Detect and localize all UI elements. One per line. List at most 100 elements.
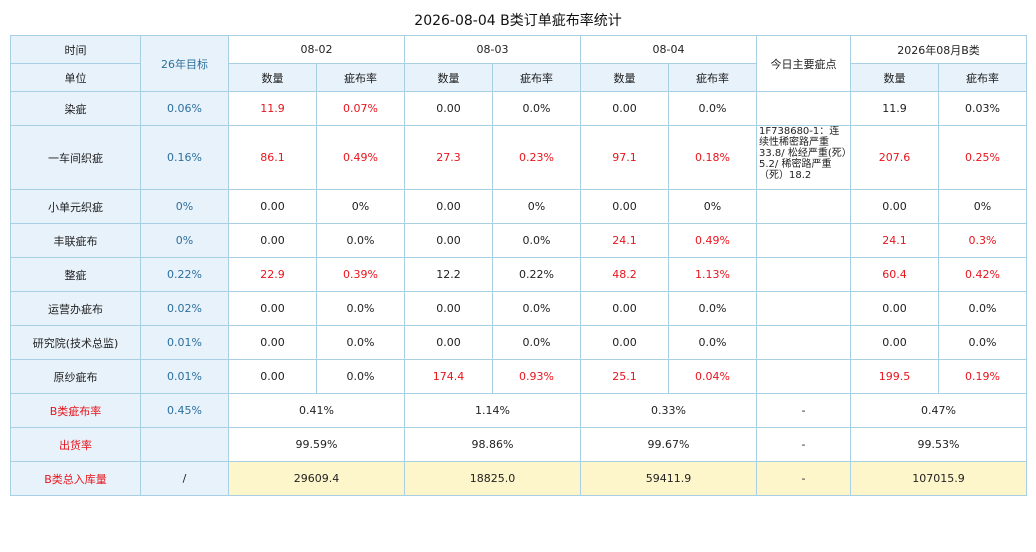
summary-month: 99.53% xyxy=(850,427,1027,462)
table-row: 染疵 0.06% 11.9 0.07% 0.00 0.0% 0.00 0.0% … xyxy=(10,91,1027,126)
cell-rate: 0.0% xyxy=(316,223,405,258)
cell-rate: 0.07% xyxy=(316,91,405,126)
row-label: 小单元织疵 xyxy=(10,189,141,224)
header-rate-2: 疵布率 xyxy=(492,63,581,92)
cell-qty: 0.00 xyxy=(228,223,317,258)
cell-rate: 0.0% xyxy=(668,291,757,326)
cell-qty: 12.2 xyxy=(404,257,493,292)
cell-qty: 0.00 xyxy=(580,189,669,224)
cell-month-qty: 0.00 xyxy=(850,325,939,360)
cell-qty: 25.1 xyxy=(580,359,669,394)
summary-label: B类疵布率 xyxy=(10,393,141,428)
cell-qty: 0.00 xyxy=(228,291,317,326)
cell-note xyxy=(756,291,851,326)
header-row-units: 单位 数量 疵布率 数量 疵布率 数量 疵布率 数量 疵布率 xyxy=(10,63,1027,92)
cell-month-qty: 199.5 xyxy=(850,359,939,394)
header-rate-month: 疵布率 xyxy=(938,63,1027,92)
summary-note: - xyxy=(756,427,851,462)
cell-rate: 0% xyxy=(316,189,405,224)
header-unit: 单位 xyxy=(10,63,141,92)
header-date-3: 08-04 xyxy=(580,35,757,64)
summary-row-total-inbound: B类总入库量 / 29609.4 18825.0 59411.9 - 10701… xyxy=(10,461,1027,496)
cell-qty: 0.00 xyxy=(580,325,669,360)
header-main-defect: 今日主要疵点 xyxy=(756,35,851,92)
table-row: 研究院(技术总监) 0.01% 0.00 0.0% 0.00 0.0% 0.00… xyxy=(10,325,1027,360)
cell-qty: 0.00 xyxy=(404,291,493,326)
summary-month: 107015.9 xyxy=(850,461,1027,496)
cell-qty: 0.00 xyxy=(580,91,669,126)
cell-qty: 22.9 xyxy=(228,257,317,292)
cell-rate: 0.23% xyxy=(492,125,581,190)
cell-month-rate: 0.0% xyxy=(938,325,1027,360)
header-row-dates: 时间 26年目标 08-02 08-03 08-04 今日主要疵点 2026年0… xyxy=(10,35,1027,92)
cell-qty: 174.4 xyxy=(404,359,493,394)
cell-month-qty: 207.6 xyxy=(850,125,939,190)
summary-date-2: 98.86% xyxy=(404,427,581,462)
cell-month-rate: 0.25% xyxy=(938,125,1027,190)
row-label: 原纱疵布 xyxy=(10,359,141,394)
row-target: 0% xyxy=(140,223,229,258)
summary-date-3: 0.33% xyxy=(580,393,757,428)
header-qty-1: 数量 xyxy=(228,63,317,92)
summary-row-defect-rate: B类疵布率 0.45% 0.41% 1.14% 0.33% - 0.47% xyxy=(10,393,1027,428)
table-row: 丰联疵布 0% 0.00 0.0% 0.00 0.0% 24.1 0.49% 2… xyxy=(10,223,1027,258)
row-label: 运营办疵布 xyxy=(10,291,141,326)
row-target: 0.01% xyxy=(140,359,229,394)
summary-date-2: 18825.0 xyxy=(404,461,581,496)
summary-row-shipment-rate: 出货率 99.59% 98.86% 99.67% - 99.53% xyxy=(10,427,1027,462)
cell-month-rate: 0.0% xyxy=(938,291,1027,326)
cell-month-qty: 0.00 xyxy=(850,291,939,326)
table-row: 原纱疵布 0.01% 0.00 0.0% 174.4 0.93% 25.1 0.… xyxy=(10,359,1027,394)
cell-rate: 0.49% xyxy=(316,125,405,190)
cell-qty: 86.1 xyxy=(228,125,317,190)
table-row: 小单元织疵 0% 0.00 0% 0.00 0% 0.00 0% 0.00 0% xyxy=(10,189,1027,224)
cell-month-rate: 0.42% xyxy=(938,257,1027,292)
defect-rate-table: 时间 26年目标 08-02 08-03 08-04 今日主要疵点 2026年0… xyxy=(10,35,1027,496)
cell-qty: 97.1 xyxy=(580,125,669,190)
cell-note xyxy=(756,359,851,394)
cell-month-qty: 24.1 xyxy=(850,223,939,258)
row-label: 染疵 xyxy=(10,91,141,126)
cell-rate: 0.0% xyxy=(492,291,581,326)
summary-target xyxy=(140,427,229,462)
cell-rate: 0.0% xyxy=(492,223,581,258)
cell-rate: 0.0% xyxy=(316,359,405,394)
row-target: 0% xyxy=(140,189,229,224)
cell-rate: 0.18% xyxy=(668,125,757,190)
cell-qty: 27.3 xyxy=(404,125,493,190)
header-rate-3: 疵布率 xyxy=(668,63,757,92)
summary-note: - xyxy=(756,393,851,428)
row-target: 0.16% xyxy=(140,125,229,190)
cell-qty: 11.9 xyxy=(228,91,317,126)
cell-rate: 0.49% xyxy=(668,223,757,258)
summary-date-2: 1.14% xyxy=(404,393,581,428)
summary-date-1: 99.59% xyxy=(228,427,405,462)
summary-date-1: 29609.4 xyxy=(228,461,405,496)
summary-note: - xyxy=(756,461,851,496)
header-date-2: 08-03 xyxy=(404,35,581,64)
cell-note: 1F738680-1：连续性稀密路严重33.8/ 松经严重(死）5.2/ 稀密路… xyxy=(756,125,851,190)
row-target: 0.22% xyxy=(140,257,229,292)
summary-label: 出货率 xyxy=(10,427,141,462)
cell-qty: 48.2 xyxy=(580,257,669,292)
cell-rate: 0.0% xyxy=(668,325,757,360)
cell-rate: 0.0% xyxy=(492,325,581,360)
cell-month-qty: 60.4 xyxy=(850,257,939,292)
header-qty-2: 数量 xyxy=(404,63,493,92)
cell-rate: 0.39% xyxy=(316,257,405,292)
cell-note xyxy=(756,189,851,224)
header-target: 26年目标 xyxy=(140,35,229,92)
cell-month-qty: 11.9 xyxy=(850,91,939,126)
cell-rate: 0.0% xyxy=(492,91,581,126)
cell-note xyxy=(756,257,851,292)
cell-qty: 0.00 xyxy=(228,325,317,360)
row-label: 研究院(技术总监) xyxy=(10,325,141,360)
summary-month: 0.47% xyxy=(850,393,1027,428)
cell-note xyxy=(756,223,851,258)
cell-month-rate: 0.3% xyxy=(938,223,1027,258)
cell-qty: 0.00 xyxy=(404,91,493,126)
cell-rate: 0% xyxy=(668,189,757,224)
header-qty-3: 数量 xyxy=(580,63,669,92)
row-target: 0.01% xyxy=(140,325,229,360)
row-label: 整疵 xyxy=(10,257,141,292)
